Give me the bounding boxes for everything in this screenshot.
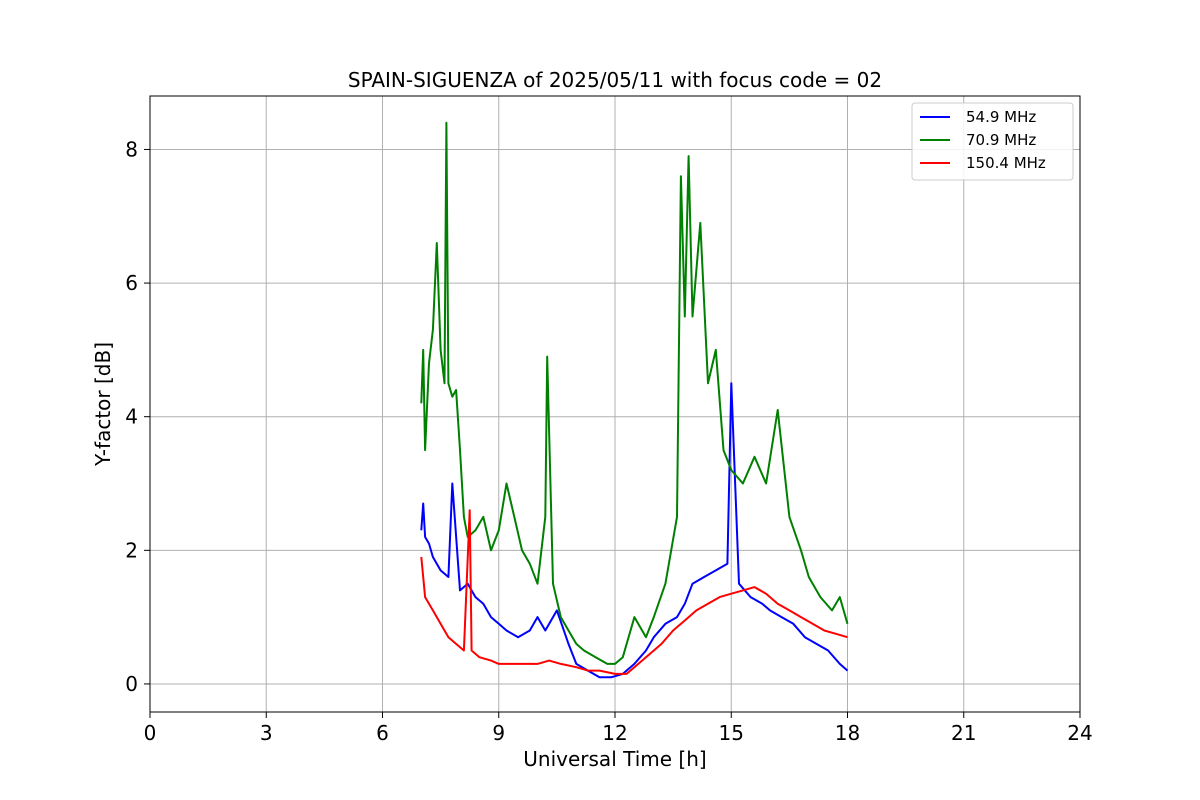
x-tick-label: 15 bbox=[719, 721, 744, 745]
y-tick-label: 0 bbox=[125, 672, 138, 696]
x-tick-label: 12 bbox=[602, 721, 627, 745]
chart-title: SPAIN-SIGUENZA of 2025/05/11 with focus … bbox=[348, 68, 882, 92]
x-tick-label: 3 bbox=[260, 721, 273, 745]
x-tick-label: 0 bbox=[144, 721, 157, 745]
y-tick-label: 6 bbox=[125, 271, 138, 295]
x-axis-label: Universal Time [h] bbox=[523, 747, 706, 771]
series-line-2 bbox=[420, 121, 849, 665]
legend-entry: 54.9 MHz bbox=[966, 108, 1036, 126]
legend-entry: 70.9 MHz bbox=[966, 131, 1036, 149]
series-line-3 bbox=[420, 509, 848, 675]
x-tick-label: 6 bbox=[376, 721, 389, 745]
legend: 54.9 MHz 70.9 MHz 150.4 MHz bbox=[911, 102, 1074, 181]
y-tick-label: 4 bbox=[125, 405, 138, 429]
x-tick-label: 9 bbox=[492, 721, 505, 745]
y-tick-label: 2 bbox=[125, 538, 138, 562]
x-tick-label: 24 bbox=[1067, 721, 1092, 745]
series-line-1 bbox=[420, 382, 849, 679]
legend-entry: 150.4 MHz bbox=[966, 154, 1046, 172]
x-tick-label: 18 bbox=[835, 721, 860, 745]
y-axis-label: Y-factor [dB] bbox=[91, 342, 115, 467]
legend-box bbox=[911, 102, 1074, 181]
x-tick-label: 21 bbox=[951, 721, 976, 745]
series-group bbox=[420, 121, 849, 679]
y-tick-label: 8 bbox=[125, 137, 138, 161]
